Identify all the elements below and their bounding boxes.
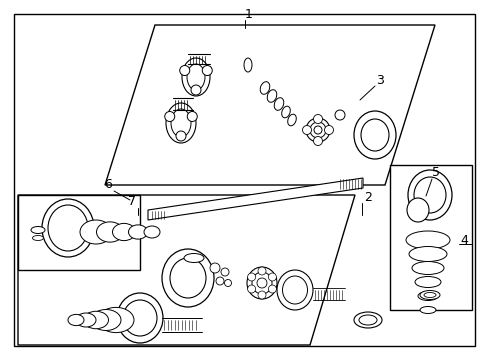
Ellipse shape [117, 293, 163, 343]
Ellipse shape [186, 64, 204, 90]
Ellipse shape [191, 85, 201, 95]
Ellipse shape [176, 131, 185, 141]
Ellipse shape [324, 126, 333, 135]
Text: 5: 5 [431, 166, 439, 180]
Ellipse shape [209, 263, 220, 273]
Ellipse shape [247, 285, 255, 293]
Ellipse shape [423, 292, 435, 297]
Polygon shape [105, 25, 434, 185]
Ellipse shape [48, 205, 88, 251]
Ellipse shape [405, 231, 449, 249]
Ellipse shape [31, 226, 45, 234]
Ellipse shape [170, 258, 205, 298]
Ellipse shape [406, 198, 428, 222]
Ellipse shape [187, 112, 197, 121]
Text: 2: 2 [364, 192, 371, 204]
Ellipse shape [258, 291, 265, 299]
Ellipse shape [251, 272, 271, 294]
Ellipse shape [164, 112, 174, 121]
Ellipse shape [128, 225, 147, 239]
Text: 3: 3 [375, 73, 383, 86]
Ellipse shape [408, 247, 446, 261]
Ellipse shape [42, 199, 94, 257]
Ellipse shape [274, 98, 283, 110]
Ellipse shape [266, 90, 276, 102]
Ellipse shape [224, 279, 231, 287]
Polygon shape [18, 195, 354, 345]
Ellipse shape [334, 110, 345, 120]
Ellipse shape [91, 310, 121, 330]
Ellipse shape [96, 222, 123, 242]
Text: 4: 4 [459, 234, 467, 247]
Ellipse shape [358, 315, 376, 325]
Ellipse shape [353, 312, 381, 328]
Text: 6: 6 [104, 179, 112, 192]
Ellipse shape [413, 177, 445, 213]
Polygon shape [18, 195, 140, 270]
Ellipse shape [313, 114, 322, 123]
Ellipse shape [268, 285, 276, 293]
Text: 1: 1 [244, 8, 252, 21]
Ellipse shape [260, 82, 269, 94]
Ellipse shape [112, 223, 135, 240]
Ellipse shape [183, 253, 203, 262]
Ellipse shape [32, 235, 43, 240]
Ellipse shape [302, 126, 311, 135]
Ellipse shape [221, 268, 228, 276]
Ellipse shape [171, 109, 191, 137]
Ellipse shape [80, 220, 112, 244]
Ellipse shape [83, 311, 108, 329]
Ellipse shape [162, 249, 214, 307]
Ellipse shape [143, 226, 160, 238]
Ellipse shape [76, 313, 96, 327]
Ellipse shape [68, 314, 84, 325]
Ellipse shape [180, 66, 189, 76]
Ellipse shape [246, 267, 276, 299]
Ellipse shape [276, 270, 312, 310]
Ellipse shape [360, 119, 388, 151]
Ellipse shape [414, 276, 440, 288]
Ellipse shape [407, 170, 451, 220]
Ellipse shape [123, 300, 157, 336]
Ellipse shape [268, 273, 276, 281]
Ellipse shape [419, 291, 439, 300]
Ellipse shape [309, 122, 325, 138]
Polygon shape [14, 14, 474, 346]
Polygon shape [389, 165, 471, 310]
Ellipse shape [282, 276, 307, 304]
Text: 7: 7 [128, 195, 136, 208]
Ellipse shape [244, 58, 251, 72]
Ellipse shape [247, 273, 255, 281]
Ellipse shape [165, 103, 196, 143]
Ellipse shape [305, 118, 329, 142]
Ellipse shape [287, 114, 296, 126]
Ellipse shape [419, 306, 435, 314]
Ellipse shape [257, 278, 266, 288]
Ellipse shape [216, 277, 224, 285]
Ellipse shape [202, 66, 212, 76]
Polygon shape [148, 178, 362, 220]
Ellipse shape [417, 292, 437, 301]
Ellipse shape [258, 267, 265, 275]
Ellipse shape [411, 261, 443, 274]
Ellipse shape [182, 58, 209, 96]
Ellipse shape [353, 111, 395, 159]
Ellipse shape [313, 136, 322, 145]
Ellipse shape [98, 307, 134, 333]
Ellipse shape [281, 106, 290, 118]
Ellipse shape [313, 126, 321, 134]
